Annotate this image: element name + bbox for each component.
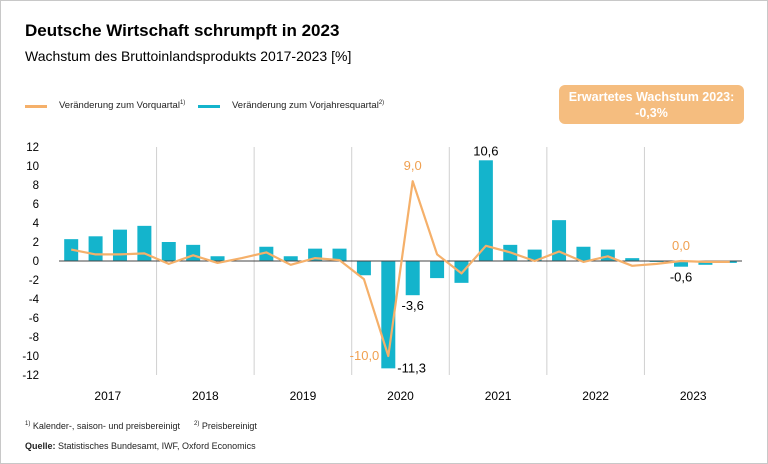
- bar-yoy: [552, 220, 567, 261]
- bar-yoy: [722, 261, 737, 263]
- data-label: 10,6: [473, 143, 498, 158]
- bar-yoy: [405, 261, 420, 296]
- data-label: -3,6: [401, 298, 423, 313]
- bar-yoy: [259, 246, 274, 261]
- legend-line-label: Veränderung zum Vorquartal1): [59, 100, 185, 111]
- chart-subtitle: Wachstum des Bruttoinlandsprodukts 2017-…: [25, 48, 352, 64]
- y-tick-label: 10: [26, 161, 39, 173]
- y-tick-label: 4: [33, 218, 40, 230]
- legend-line-sup: 1): [179, 100, 186, 107]
- footnote-2-text: Preisbereinigt: [201, 421, 257, 431]
- source-text: Statistisches Bundesamt, IWF, Oxford Eco…: [55, 441, 256, 451]
- data-label: -0,6: [670, 270, 692, 285]
- footnote-1: 1) Kalender-, saison- und preisbereinigt: [25, 421, 180, 431]
- line-qoq: [70, 180, 730, 358]
- x-year-label: 2020: [387, 389, 414, 403]
- footnote-2-sup: 2): [194, 421, 200, 427]
- data-label: 9,0: [404, 158, 422, 173]
- bar-yoy: [112, 229, 127, 261]
- x-year-label: 2018: [192, 389, 219, 403]
- x-year-label: 2023: [680, 389, 707, 403]
- x-year-label: 2022: [582, 389, 609, 403]
- y-tick-label: 8: [33, 180, 39, 192]
- bar-yoy: [478, 160, 493, 261]
- legend-item-line: Veränderung zum Vorquartal1): [25, 99, 185, 113]
- legend-line-swatch: [25, 104, 47, 108]
- bar-yoy: [674, 261, 689, 267]
- x-year-label: 2021: [485, 389, 512, 403]
- footnote-2: 2) Preisbereinigt: [194, 421, 257, 431]
- x-year-label: 2017: [94, 389, 121, 403]
- bar-yoy: [527, 249, 542, 261]
- y-tick-label: 12: [26, 142, 39, 154]
- bar-yoy: [356, 261, 371, 276]
- callout-line2: -0,3%: [635, 106, 668, 120]
- chart-title: Deutsche Wirtschaft schrumpft in 2023: [25, 21, 340, 40]
- source-label: Quelle:: [25, 441, 56, 451]
- legend-bar-swatch: [198, 104, 220, 108]
- y-tick-label: -4: [29, 294, 40, 306]
- data-label: -11,3: [397, 360, 426, 375]
- y-tick-label: -10: [22, 351, 39, 363]
- bar-yoy: [186, 244, 201, 261]
- y-tick-label: -6: [29, 313, 39, 325]
- footnote-1-sup: 1): [25, 421, 31, 427]
- bar-yoy: [137, 225, 152, 261]
- legend-bar-sup: 2): [378, 100, 385, 107]
- bar-yoy: [88, 236, 103, 261]
- y-tick-label: 6: [33, 199, 39, 211]
- data-label: -10,0: [350, 348, 380, 363]
- bar-yoy: [625, 258, 640, 261]
- source-line: Quelle: Statistisches Bundesamt, IWF, Ox…: [25, 441, 256, 451]
- legend-bar-label: Veränderung zum Vorjahresquartal2): [232, 100, 384, 111]
- x-year-label: 2019: [290, 389, 317, 403]
- legend-item-bar: Veränderung zum Vorjahresquartal2): [198, 99, 384, 113]
- y-tick-label: -2: [29, 275, 39, 287]
- bar-yoy: [576, 246, 591, 261]
- legend-bar-text: Veränderung zum Vorjahresquartal: [232, 100, 379, 112]
- legend-line-text: Veränderung zum Vorquartal: [59, 100, 180, 112]
- data-label: 0,0: [672, 238, 690, 253]
- footnote-1-text: Kalender-, saison- und preisbereinigt: [32, 421, 180, 431]
- bar-yoy: [430, 261, 445, 279]
- bar-yoy: [161, 242, 176, 261]
- y-tick-label: 0: [33, 256, 39, 268]
- y-tick-label: -12: [22, 370, 39, 382]
- y-tick-label: -8: [29, 332, 39, 344]
- y-tick-label: 2: [33, 237, 39, 249]
- forecast-callout: Erwartetes Wachstum 2023: -0,3%: [559, 85, 744, 124]
- bar-yoy: [332, 248, 347, 261]
- bar-yoy: [283, 256, 298, 261]
- bar-yoy: [210, 256, 225, 261]
- callout-line1: Erwartetes Wachstum 2023:: [568, 90, 735, 104]
